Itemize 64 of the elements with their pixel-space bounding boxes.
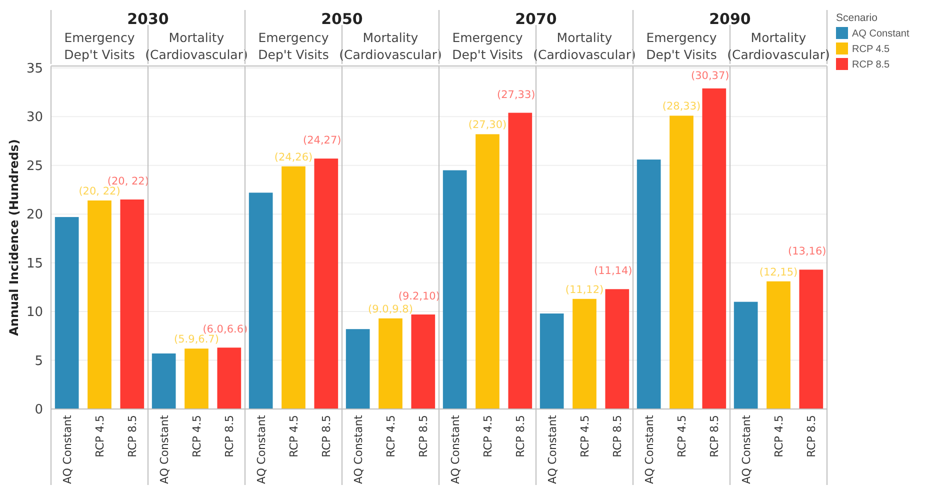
x-tick-label: RCP 8.5 <box>611 415 624 458</box>
annotation: (13,16) <box>788 246 826 258</box>
chart-title: 2090 <box>709 10 751 28</box>
annotation: (12,15) <box>759 266 798 278</box>
legend-label: RCP 8.5 <box>852 60 890 70</box>
annotation: (11,12) <box>565 284 604 296</box>
chart-subtitle: Emergency Dep't Visits <box>452 30 524 62</box>
x-tick-label: AQ Constant <box>546 414 559 484</box>
x-tick-label: RCP 8.5 <box>805 415 818 458</box>
annotation: (30,37) <box>691 70 730 82</box>
chart-subtitle: Emergency Dep't Visits <box>64 30 136 62</box>
legend-label: RCP 4.5 <box>852 44 890 55</box>
annotation: (6.0,6.6) <box>202 324 248 336</box>
x-tick-label: RCP 4.5 <box>288 415 300 458</box>
x-tick-label: AQ Constant <box>352 414 365 484</box>
x-tick-label: RCP 8.5 <box>320 415 334 458</box>
annotation: (27,33) <box>497 88 536 101</box>
chart-title: 2050 <box>321 10 363 28</box>
y-tick-label: 20 <box>26 208 43 223</box>
x-tick-label: RCP 4.5 <box>578 415 592 458</box>
annotation: (28,33) <box>662 100 701 113</box>
annotation: (11,14) <box>594 265 632 278</box>
y-tick-label: 10 <box>26 305 43 320</box>
y-tick-label: 15 <box>26 256 43 272</box>
chart-subtitle: Mortality (Cardiovascular) <box>145 30 248 62</box>
x-tick-label: AQ Constant <box>642 414 656 484</box>
annotation: (5.9,6.7) <box>174 334 219 346</box>
chart-subtitle: Emergency Dep't Visits <box>258 30 330 62</box>
y-tick-label: 5 <box>34 354 43 369</box>
x-tick-label: RCP 8.5 <box>126 415 140 458</box>
x-tick-label: AQ Constant <box>158 414 171 484</box>
annotation: (20, 22) <box>78 185 120 198</box>
x-tick-label: RCP 4.5 <box>482 415 494 458</box>
chart-title: 2030 <box>127 10 169 28</box>
x-tick-label: RCP 8.5 <box>514 415 528 458</box>
chart-subtitle: Mortality (Cardiovascular) <box>339 30 442 62</box>
x-tick-label: RCP 8.5 <box>708 415 722 458</box>
x-tick-label: RCP 4.5 <box>190 415 204 458</box>
annotation: (24,26) <box>274 151 313 164</box>
x-tick-label: RCP 4.5 <box>384 415 398 458</box>
x-tick-label: RCP 8.5 <box>223 415 236 458</box>
y-tick-label: 0 <box>34 402 43 418</box>
y-tick-label: 35 <box>26 62 43 76</box>
annotation: (27,30) <box>468 119 507 132</box>
x-tick-label: RCP 8.5 <box>417 415 430 458</box>
x-tick-label: AQ Constant <box>740 414 753 484</box>
chart-subtitle: Mortality (Cardiovascular) <box>533 30 636 62</box>
annotation: (9.0,9.8) <box>368 303 413 316</box>
x-tick-label: AQ Constant <box>60 414 74 484</box>
legend-label: AQ Constant <box>852 28 910 40</box>
y-tick-label: 30 <box>26 110 43 126</box>
annotation: (24,27) <box>303 134 342 147</box>
x-tick-label: AQ Constant <box>254 414 268 484</box>
x-tick-label: RCP 4.5 <box>94 415 106 458</box>
y-axis-title: Annual Incidence (Hundreds) <box>7 139 21 336</box>
chart-subtitle: Mortality (Cardiovascular) <box>727 30 830 62</box>
annotation: (9.2,10) <box>398 290 440 302</box>
legend-title: Scenario <box>836 12 878 24</box>
x-tick-label: RCP 4.5 <box>676 415 688 458</box>
x-tick-label: AQ Constant <box>448 414 462 484</box>
y-tick-label: 25 <box>26 158 43 174</box>
chart-title: 2070 <box>515 10 557 28</box>
chart-subtitle: Emergency Dep't Visits <box>646 30 718 62</box>
x-tick-label: RCP 4.5 <box>772 415 786 458</box>
